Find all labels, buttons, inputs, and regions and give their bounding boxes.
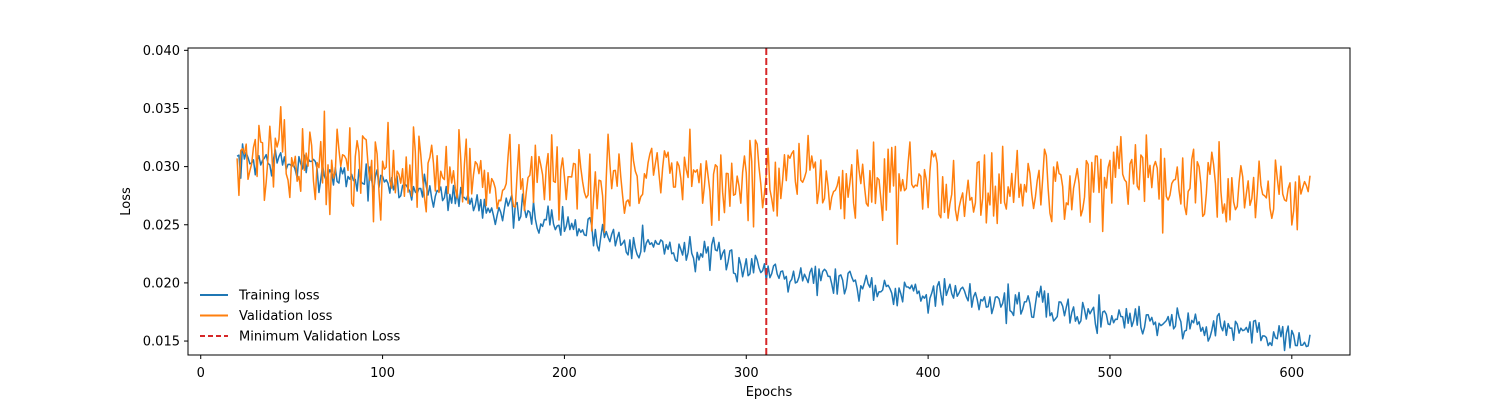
plot-lines (236, 48, 1311, 355)
x-tick-label: 600 (1279, 366, 1304, 381)
y-tick-label: 0.025 (143, 218, 180, 233)
legend: Training loss Validation loss Minimum Vali… (200, 289, 400, 345)
y-tick-label: 0.015 (143, 335, 180, 350)
x-axis-label: Epochs (746, 385, 793, 400)
legend-min-validation-label: Minimum Validation Loss (239, 330, 400, 345)
x-tick-label: 500 (1098, 366, 1123, 381)
y-tick-label: 0.035 (143, 102, 180, 117)
y-axis-label: Loss (119, 187, 134, 216)
x-tick-label: 400 (916, 366, 941, 381)
y-tick-label: 0.040 (143, 44, 180, 59)
x-tick-label: 200 (552, 366, 577, 381)
y-tick-label: 0.030 (143, 160, 180, 175)
x-tick-label: 300 (734, 366, 759, 381)
legend-training-label: Training loss (238, 289, 320, 304)
axis-ticks: 0 100 200 300 400 500 600 0.015 0.020 0.025 0.030 0… (143, 44, 1304, 381)
x-tick-label: 0 (197, 366, 205, 381)
legend-validation-label: Validation loss (239, 309, 333, 324)
axes-frame (187, 47, 1351, 356)
validation-loss-line (236, 105, 1311, 245)
x-tick-label: 100 (370, 366, 395, 381)
y-tick-label: 0.020 (143, 276, 180, 291)
